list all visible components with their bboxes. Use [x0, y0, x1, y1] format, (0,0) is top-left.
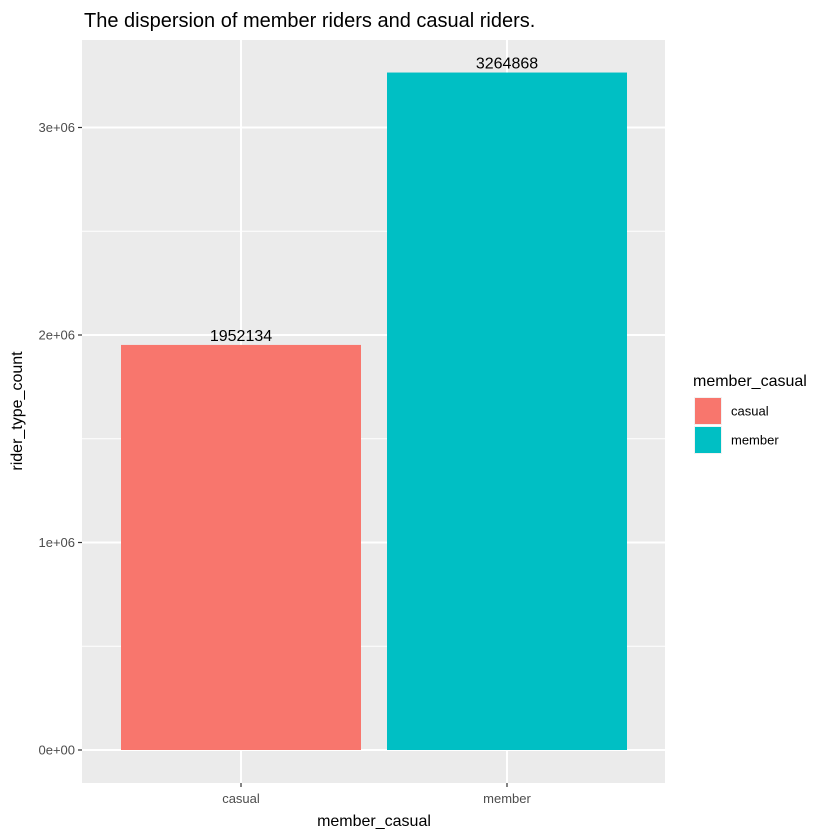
legend-label-member: member — [731, 433, 779, 448]
y-tick-label: 1e+06 — [38, 535, 75, 550]
x-axis-title: member_casual — [317, 813, 431, 830]
y-tick-label: 2e+06 — [38, 328, 75, 343]
x-tick-label: casual — [222, 791, 260, 806]
bars — [121, 72, 627, 750]
x-tick-label: member — [483, 791, 531, 806]
data-labels: 1952134 3264868 — [210, 56, 538, 345]
legend-key-member — [695, 427, 721, 453]
bar-casual — [121, 344, 361, 750]
y-tick-label: 0e+00 — [38, 743, 75, 758]
y-axis-title: rider_type_count — [9, 351, 26, 471]
legend-title: member_casual — [693, 373, 807, 390]
chart-title: The dispersion of member riders and casu… — [84, 10, 535, 32]
x-axis: casual member — [222, 783, 532, 806]
y-axis: 0e+00 1e+06 2e+06 3e+06 — [38, 120, 82, 758]
legend-label-casual: casual — [731, 404, 769, 419]
legend-items: casual member — [694, 397, 779, 454]
bar-member — [387, 72, 627, 750]
legend: member_casual casual member — [693, 373, 807, 454]
y-tick-label: 3e+06 — [38, 120, 75, 135]
data-label-casual: 1952134 — [210, 328, 272, 345]
legend-key-casual — [695, 398, 721, 424]
data-label-member: 3264868 — [476, 56, 538, 73]
